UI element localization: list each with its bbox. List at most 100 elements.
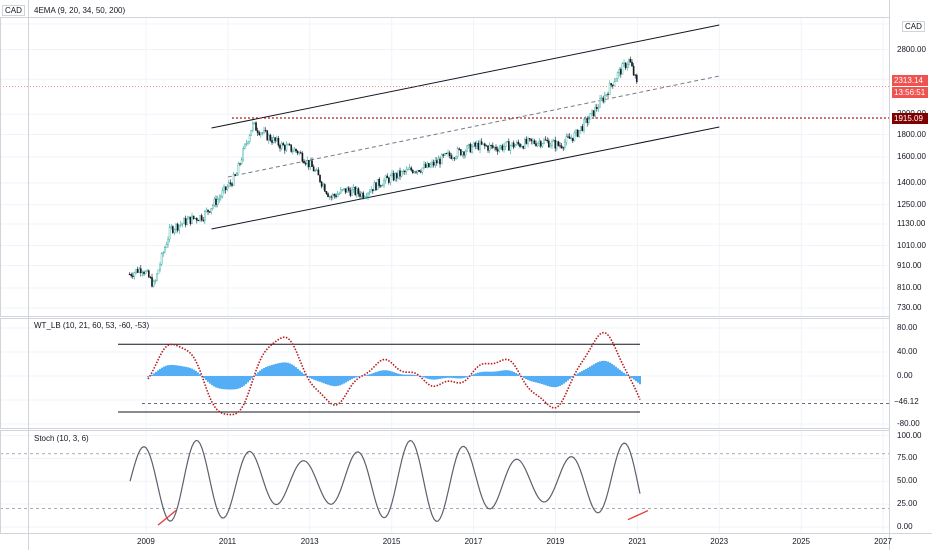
candle-body <box>261 132 264 134</box>
wt-hist-bar <box>637 376 639 383</box>
wt-hist-bar <box>531 376 533 382</box>
candle-body <box>143 271 145 274</box>
candle-body <box>498 147 501 152</box>
wt-hist-bar <box>347 376 349 382</box>
axis-tick-label: 1400.00 <box>897 177 926 187</box>
wt-hist-bar <box>339 376 341 386</box>
wt-hist-bar <box>307 376 309 377</box>
candle-body <box>397 170 400 179</box>
candle-body <box>223 186 225 191</box>
candle-body <box>564 141 566 148</box>
candle-body <box>474 142 477 147</box>
wt-hist-bar <box>449 376 451 378</box>
wt-hist-bar <box>491 371 493 376</box>
candle-body <box>173 229 176 233</box>
wt-hist-bar <box>487 371 489 376</box>
candle-body <box>250 130 253 136</box>
candle-body <box>500 145 502 149</box>
candle-body <box>186 218 189 225</box>
candle-body <box>356 188 358 195</box>
wt-hist-bar <box>585 368 587 376</box>
wt-hist-bar <box>161 367 163 376</box>
candle-body <box>509 145 512 151</box>
candle-body <box>191 215 193 224</box>
candle-body <box>632 65 635 76</box>
candle-body <box>463 151 465 156</box>
ema-legend[interactable]: 4EMA (9, 20, 34, 50, 200) <box>34 6 126 15</box>
candle-body <box>399 170 401 177</box>
candle-body <box>511 142 513 146</box>
candle-body <box>551 140 553 146</box>
candle-body <box>434 160 437 166</box>
candle-body <box>404 170 406 173</box>
wt-hist-bar <box>615 366 617 376</box>
candle-body <box>167 238 169 245</box>
wt-hist-bar <box>483 371 485 376</box>
wt-legend[interactable]: WT_LB (10, 21, 60, 53, -60, -53) <box>34 321 150 330</box>
candle-body <box>549 145 552 148</box>
time-tick-label: 2027 <box>874 537 892 546</box>
scale-mode-label[interactable]: CAD <box>902 21 925 32</box>
candle-body <box>423 164 425 169</box>
wt-hist-bar <box>605 361 607 376</box>
wt-hist-bar <box>263 368 265 376</box>
candle-body <box>319 174 321 183</box>
wt-hist-bar <box>231 376 233 390</box>
wt-hist-bar <box>489 371 491 376</box>
candle-body <box>253 122 256 124</box>
candle-body <box>461 151 464 156</box>
wt-hist-bar <box>505 370 507 376</box>
wt-hist-bar <box>329 376 331 386</box>
candle-body <box>610 83 613 86</box>
wt-hist-bar <box>245 376 247 385</box>
candle-body <box>624 62 627 69</box>
candle-body <box>332 194 334 198</box>
wt-hist-bar <box>509 370 511 376</box>
candle-body <box>626 64 629 69</box>
candle-body <box>520 146 523 148</box>
wt-hist-bar <box>451 376 453 378</box>
wt-hist-bar <box>353 376 355 379</box>
candle-body <box>245 143 248 145</box>
candle-body <box>559 145 561 147</box>
wt-hist-bar <box>265 367 267 376</box>
wt-hist-bar <box>639 376 641 385</box>
wt-hist-bar <box>325 376 327 385</box>
candle-body <box>272 137 275 143</box>
wt-hist-bar <box>189 367 191 376</box>
candle-body <box>151 277 153 287</box>
wt-hist-bar <box>191 368 193 376</box>
stoch-k-line <box>129 439 641 522</box>
wt-hist-bar <box>481 371 483 376</box>
candle-body <box>496 149 499 152</box>
candle-body <box>450 155 453 159</box>
axis-tick-label: 1010.00 <box>897 240 926 250</box>
wt-hist-bar <box>257 372 259 376</box>
wt-hist-bar <box>601 360 603 376</box>
candle-body <box>343 188 345 190</box>
candle-body <box>477 143 480 150</box>
wt-hist-bar <box>455 376 457 379</box>
candle-body <box>432 161 435 166</box>
candle-body <box>170 226 173 228</box>
wt-hist-bar <box>473 374 475 376</box>
wt-hist-bar <box>511 371 513 376</box>
candle-body <box>317 169 320 176</box>
candle-body <box>242 148 245 161</box>
candle-body <box>324 184 326 192</box>
wt-hist-bar <box>557 376 559 387</box>
axis-tick-label: 50.00 <box>897 476 918 486</box>
wt-hist-bar <box>279 362 281 376</box>
candle-body <box>458 148 461 150</box>
candle-body <box>431 161 433 165</box>
wt-hist-bar <box>243 376 245 386</box>
candle-body <box>308 160 310 168</box>
wt-hist-bar <box>327 376 329 385</box>
wt-hist-bar <box>261 369 263 376</box>
stoch-legend[interactable]: Stoch (10, 3, 6) <box>34 434 89 443</box>
candle-body <box>196 218 198 221</box>
candle-body <box>360 192 363 197</box>
wt-hist-bar <box>267 366 269 376</box>
wt-hist-bar <box>237 376 239 389</box>
